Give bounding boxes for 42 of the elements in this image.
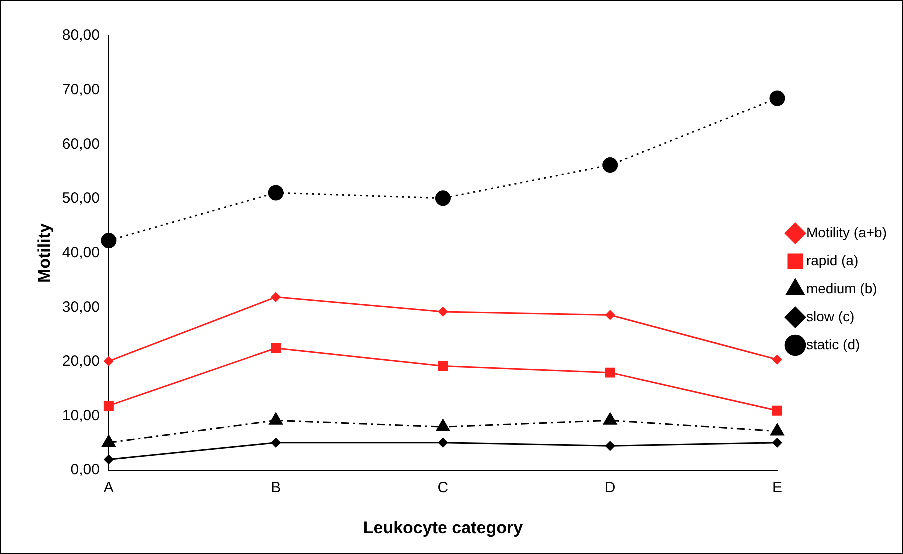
point — [438, 361, 448, 372]
point — [102, 435, 116, 448]
y-tick-label: 10,00 — [62, 407, 100, 424]
point — [602, 158, 618, 174]
legend-label: slow (c) — [806, 308, 855, 324]
point — [104, 400, 114, 411]
x-axis-title: Leukocyte category — [363, 518, 524, 538]
legend-label: medium (b) — [806, 280, 878, 296]
x-tick-label: C — [438, 480, 449, 497]
point — [605, 368, 616, 378]
y-tick-label: 30,00 — [62, 298, 100, 316]
y-tick-label: 70,00 — [62, 81, 100, 98]
y-tick-label: 0,00 — [70, 462, 100, 479]
y-tick-label: 80,00 — [62, 27, 100, 44]
x-tick-label: A — [104, 480, 114, 497]
y-axis-title: Motility — [34, 223, 54, 284]
point — [606, 310, 616, 320]
point — [606, 441, 616, 451]
point — [268, 185, 284, 201]
point — [770, 90, 786, 106]
y-tick-label: 60,00 — [62, 136, 100, 153]
point — [104, 454, 114, 464]
point — [101, 233, 117, 249]
x-tick-label: D — [604, 480, 616, 497]
legend-label: Motility (a+b) — [806, 224, 888, 240]
y-tick-label: 40,00 — [62, 244, 100, 262]
point — [104, 356, 114, 366]
point — [435, 190, 451, 206]
point — [271, 292, 281, 302]
point — [772, 438, 782, 448]
point — [772, 355, 782, 365]
point — [438, 438, 448, 448]
legend-label: rapid (a) — [806, 252, 859, 268]
x-tick-label: B — [271, 480, 282, 497]
y-tick-label: 50,00 — [62, 190, 100, 208]
y-tick-label: 20,00 — [62, 353, 100, 370]
point — [438, 307, 448, 317]
x-tick-label: E — [772, 480, 782, 497]
legend-label: static (d) — [806, 336, 860, 352]
point — [271, 438, 281, 448]
point — [271, 343, 282, 354]
point — [772, 406, 782, 416]
